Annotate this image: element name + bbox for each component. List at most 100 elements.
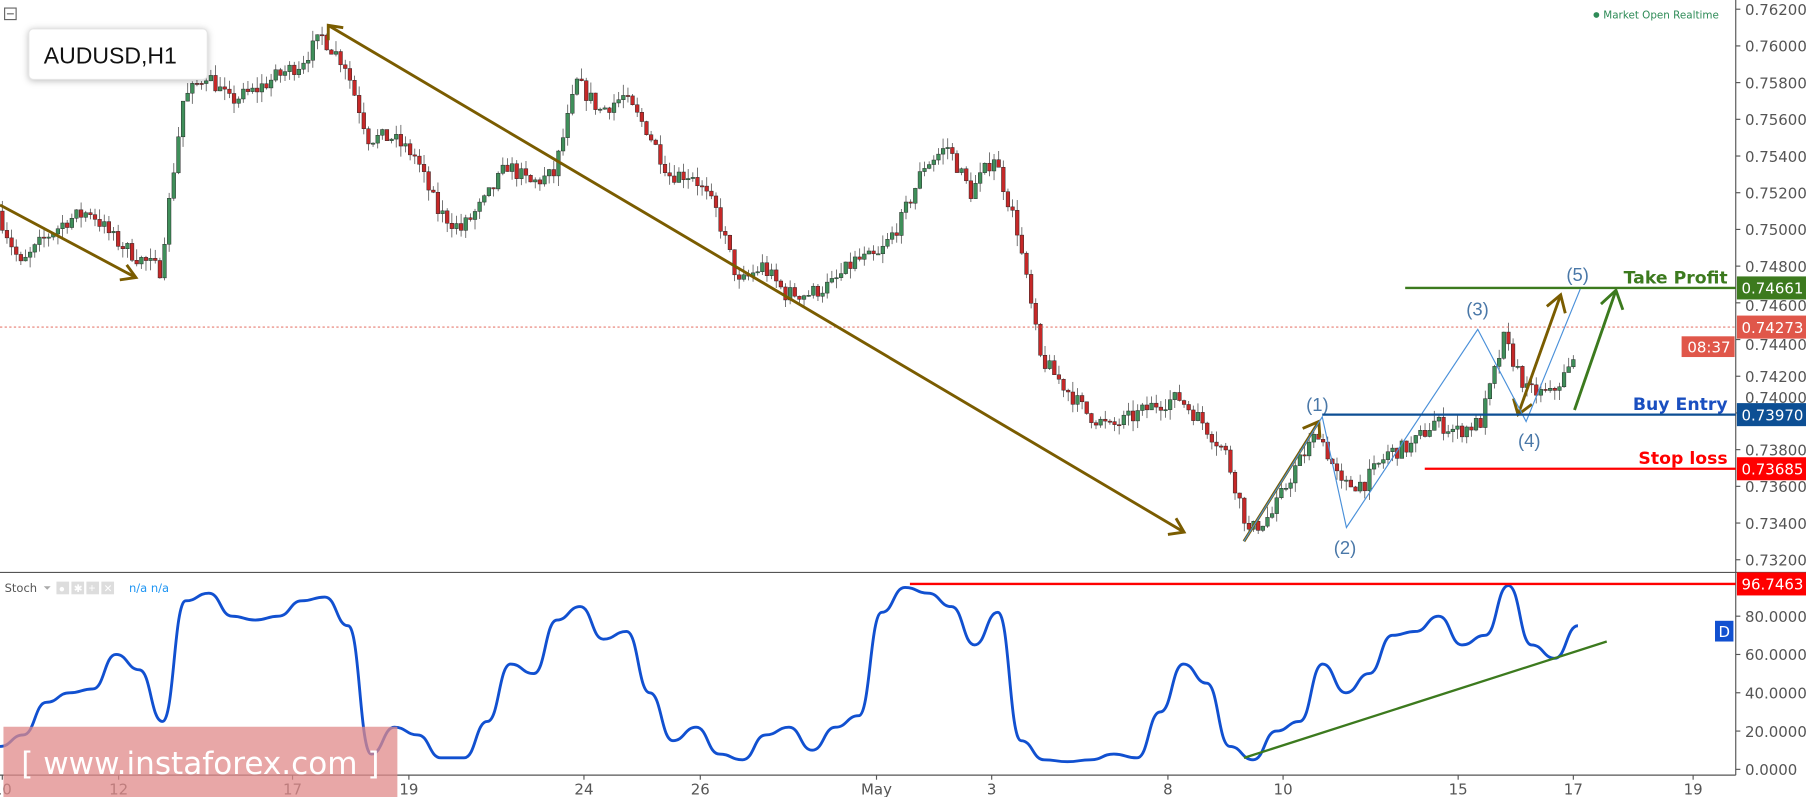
candle-bullish: [940, 148, 946, 155]
candle-bearish: [88, 212, 93, 215]
candle-bearish: [1325, 441, 1330, 460]
price-tick-label: 0.74000: [1745, 389, 1806, 407]
candle-bullish: [676, 171, 681, 183]
candle-bearish: [1177, 392, 1182, 401]
candle-bullish: [1297, 454, 1302, 466]
candle-bullish: [273, 69, 278, 81]
candle-bullish: [991, 159, 997, 172]
candle-bullish: [1483, 398, 1488, 428]
candle-bearish: [630, 95, 635, 106]
candle-bearish: [0, 210, 5, 231]
candle-bullish: [315, 34, 320, 42]
candle-bearish: [514, 163, 519, 179]
candle-bearish: [245, 88, 251, 92]
candle-bearish: [737, 274, 742, 280]
candle-bearish: [1061, 378, 1066, 391]
candle-bearish: [412, 154, 417, 157]
eye-icon[interactable]: [56, 581, 70, 595]
candle-bearish: [459, 223, 464, 231]
candle-bullish: [829, 278, 834, 283]
candle-bearish: [1117, 424, 1122, 427]
time-tick-label: 19: [1684, 781, 1703, 797]
candle-bearish: [778, 280, 783, 288]
time-tick-label: 19: [399, 781, 418, 797]
candle-bullish: [1367, 468, 1372, 492]
candle-bullish: [236, 98, 241, 104]
candle-bullish: [931, 159, 936, 165]
candle-bearish: [18, 254, 23, 262]
candle-bullish: [162, 244, 167, 279]
candle-bullish: [1075, 395, 1080, 405]
candle-bullish: [1135, 410, 1140, 422]
candle-bearish: [1543, 389, 1548, 391]
stoch-tool-icons[interactable]: ● ✱ + ✕: [56, 581, 115, 595]
candle-bearish: [968, 180, 973, 199]
candle-bearish: [329, 49, 334, 55]
price-tick-label: 0.73400: [1745, 515, 1806, 533]
candle-bearish: [1038, 323, 1043, 356]
stoch-tick-label: 20.0000: [1745, 723, 1806, 741]
candle-bullish: [1418, 430, 1423, 436]
candle-bearish: [1154, 402, 1159, 408]
time-tick-label: 15: [1449, 781, 1468, 797]
candle-bullish: [834, 277, 839, 280]
candle-bullish: [375, 135, 380, 144]
stoch-line: [0, 584, 1579, 764]
candle-bearish: [894, 232, 899, 236]
stoch-dropdown-icon[interactable]: [43, 586, 51, 590]
candle-bearish: [14, 246, 19, 255]
candle-bearish: [491, 187, 496, 190]
candle-bearish: [1089, 413, 1094, 423]
candle-bullish: [936, 153, 941, 161]
candle-bearish: [954, 153, 960, 173]
candle-bullish: [1436, 416, 1442, 422]
time-tick-label: 10: [1274, 781, 1293, 797]
candle-bullish: [945, 147, 950, 149]
candle-bearish: [1181, 400, 1187, 405]
target-arrow: [1573, 287, 1625, 411]
candle-bearish: [255, 87, 260, 93]
candle-bearish: [116, 231, 121, 247]
symbol-box[interactable]: [28, 28, 208, 81]
candle-bearish: [1005, 191, 1011, 208]
candle-bullish: [621, 95, 626, 100]
plus-icon[interactable]: [86, 581, 100, 595]
candle-bullish: [1497, 358, 1502, 367]
candle-bearish: [1506, 331, 1511, 345]
candle-bearish: [153, 258, 158, 261]
candle-bullish: [176, 136, 181, 174]
wave-label-1: (1): [1306, 394, 1329, 415]
price-tick-label: 0.76000: [1745, 38, 1806, 56]
d-badge[interactable]: [1715, 620, 1734, 642]
stoch-trendline[interactable]: [1243, 640, 1608, 759]
candle-bearish: [1334, 463, 1340, 472]
candle-bearish: [384, 129, 390, 141]
price-tick-label: 0.74400: [1745, 336, 1806, 354]
candle-bearish: [1362, 481, 1367, 492]
candle-bearish: [857, 256, 862, 260]
candle-bearish: [398, 134, 403, 147]
candle-bullish: [1047, 360, 1052, 369]
stop-loss-price: 0.73685: [1742, 461, 1804, 479]
stoch-title[interactable]: Stoch: [5, 581, 37, 595]
candle-bullish: [602, 107, 607, 110]
candle-bearish: [343, 64, 348, 69]
close-icon[interactable]: [101, 581, 115, 595]
time-tick-label: 24: [574, 781, 593, 797]
gear-icon[interactable]: [71, 581, 85, 595]
candle-bearish: [653, 139, 658, 145]
candle-bullish: [1464, 426, 1469, 438]
candle-bullish: [760, 262, 765, 272]
price-tick-label: 0.75600: [1745, 111, 1806, 129]
candle-bullish: [218, 86, 223, 92]
candle-bullish: [46, 236, 51, 239]
candle-bearish: [987, 162, 992, 172]
candle-bearish: [1056, 374, 1061, 380]
candle-bullish: [496, 173, 501, 190]
candle-bullish: [269, 79, 274, 89]
arrow-down-small: [0, 203, 137, 279]
candle-bearish: [797, 295, 802, 300]
stoch-tick-label: 0.0000: [1745, 761, 1797, 779]
candle-bearish: [579, 78, 584, 81]
